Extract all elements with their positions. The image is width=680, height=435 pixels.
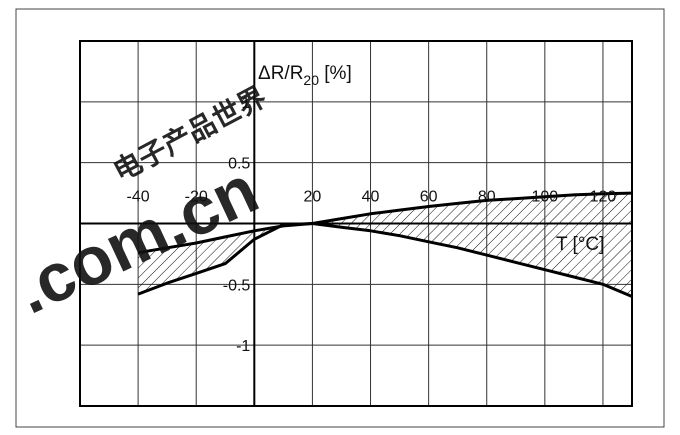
x-tick-label: -20 [185, 189, 208, 206]
x-tick-label: 20 [304, 189, 322, 206]
y-tick-label: 1 [241, 95, 250, 112]
x-tick-label: -40 [127, 189, 150, 206]
y-tick-label: 0.5 [228, 156, 250, 173]
y-tick-labels: 1 0.5 -0.5 -1 [223, 95, 251, 355]
x-tick-label: 100 [531, 189, 558, 206]
x-tick-labels: -40 -20 20 40 60 80 100 120 [127, 189, 617, 206]
x-tick-label: 40 [362, 189, 380, 206]
y-tick-label: -0.5 [223, 277, 251, 294]
y-axis-label: ΔR/R20 [%] [258, 63, 352, 88]
series-line-2 [137, 222, 633, 298]
axes [80, 41, 632, 406]
outer-frame [15, 8, 665, 428]
x-axis-label: T [°C] [556, 234, 604, 255]
series-line-1 [137, 191, 633, 255]
x-tick-label: 120 [590, 189, 617, 206]
hatch-fill [138, 193, 632, 297]
x-tick-label: 80 [478, 189, 496, 206]
x-tick-label: 60 [420, 189, 438, 206]
series-lines [137, 191, 633, 298]
hatched-band [138, 193, 632, 297]
y-tick-label: -1 [236, 338, 250, 355]
